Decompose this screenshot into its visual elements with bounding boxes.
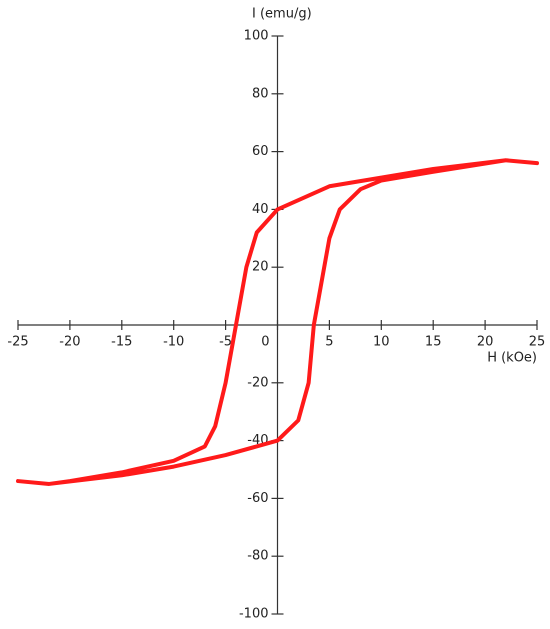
y-tick-label: -60	[247, 491, 268, 506]
y-tick-label: -80	[247, 549, 268, 564]
y-tick-label: -100	[239, 607, 269, 622]
x-axis-label: H (kOe)	[487, 351, 537, 366]
x-tick-label: -5	[219, 335, 232, 350]
x-tick-label: -20	[59, 335, 80, 350]
x-tick-label: -25	[7, 335, 28, 350]
x-tick-label: 5	[325, 335, 333, 350]
y-tick-label: 80	[252, 86, 269, 101]
y-tick-label: 60	[252, 144, 269, 159]
y-tick-label: -20	[247, 375, 268, 390]
x-tick-label: -15	[111, 335, 132, 350]
y-tick-label: 20	[252, 260, 269, 275]
x-tick-label: 15	[425, 335, 442, 350]
x-tick-label: -10	[163, 335, 184, 350]
x-tick-label: 25	[529, 335, 546, 350]
x-tick-label: 0	[261, 335, 269, 350]
x-tick-label: 20	[477, 335, 494, 350]
data-line	[16, 158, 539, 486]
y-tick-label: 100	[244, 29, 269, 44]
x-tick-label: 10	[373, 335, 390, 350]
y-axis-label: I (emu/g)	[252, 7, 312, 22]
y-tick-label: 40	[252, 202, 269, 217]
